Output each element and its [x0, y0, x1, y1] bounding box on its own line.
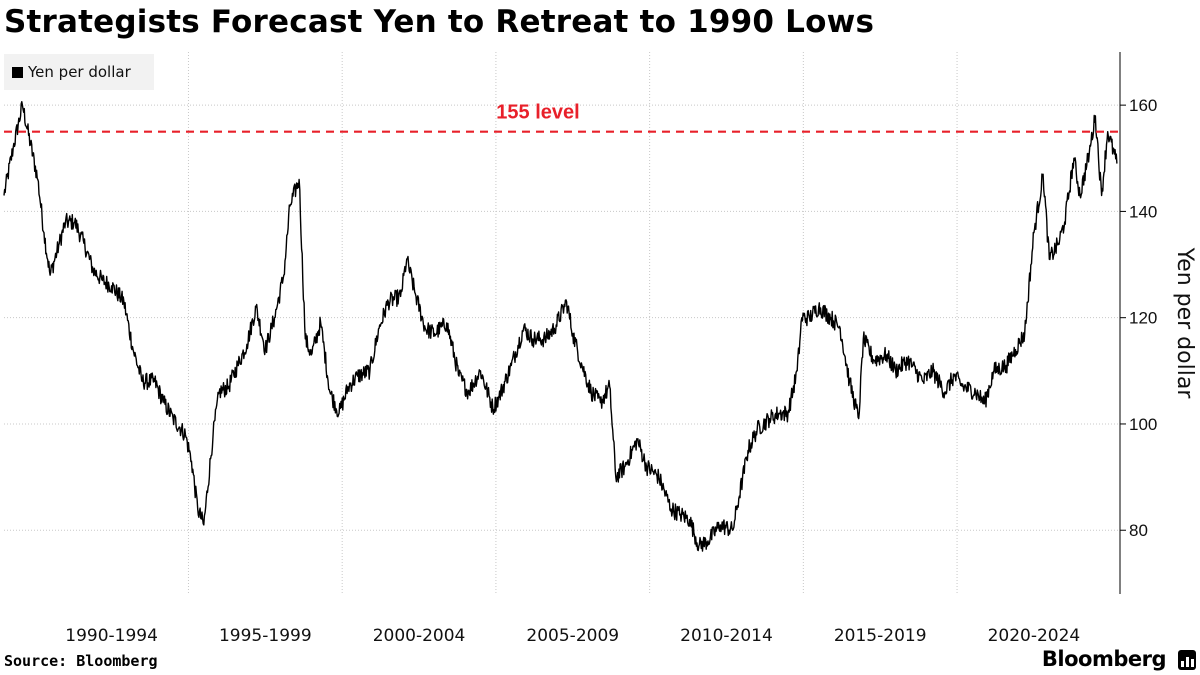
y-tick-label: 100: [1129, 415, 1157, 434]
chart-title: Strategists Forecast Yen to Retreat to 1…: [4, 4, 875, 40]
x-tick-label: 2015-2019: [834, 626, 927, 646]
legend-label: Yen per dollar: [28, 63, 131, 81]
source-note: Source: Bloomberg: [4, 652, 158, 670]
gridlines: [4, 52, 1120, 594]
reference-layer: 155 level: [4, 102, 1120, 133]
y-tick-label: 120: [1129, 309, 1157, 328]
series-layer: [3, 100, 1118, 552]
y-tick-label: 80: [1129, 521, 1148, 540]
x-tick-label: 1990-1994: [65, 626, 158, 646]
y-tick-label: 140: [1129, 202, 1157, 221]
legend-swatch: [12, 66, 23, 78]
x-tick-label: 1995-1999: [219, 626, 312, 646]
y-tick-label: 160: [1129, 96, 1157, 115]
series-line: [3, 100, 1118, 552]
y-axis-title: Yen per dollar: [1172, 247, 1197, 400]
bloomberg-terminal-icon: [1178, 650, 1196, 670]
x-tick-label: 2020-2024: [988, 626, 1081, 646]
x-tick-label: 2000-2004: [373, 626, 466, 646]
legend: Yen per dollar: [4, 54, 154, 90]
brand-wordmark: Bloomberg: [1041, 647, 1167, 671]
x-tick-label: 2005-2009: [526, 626, 619, 646]
x-tick-label: 2010-2014: [680, 626, 773, 646]
reference-label: 155 level: [496, 102, 579, 124]
axes: 80 100 120 140 160 1990-1994 1995-1999 2000-200…: [65, 52, 1197, 646]
